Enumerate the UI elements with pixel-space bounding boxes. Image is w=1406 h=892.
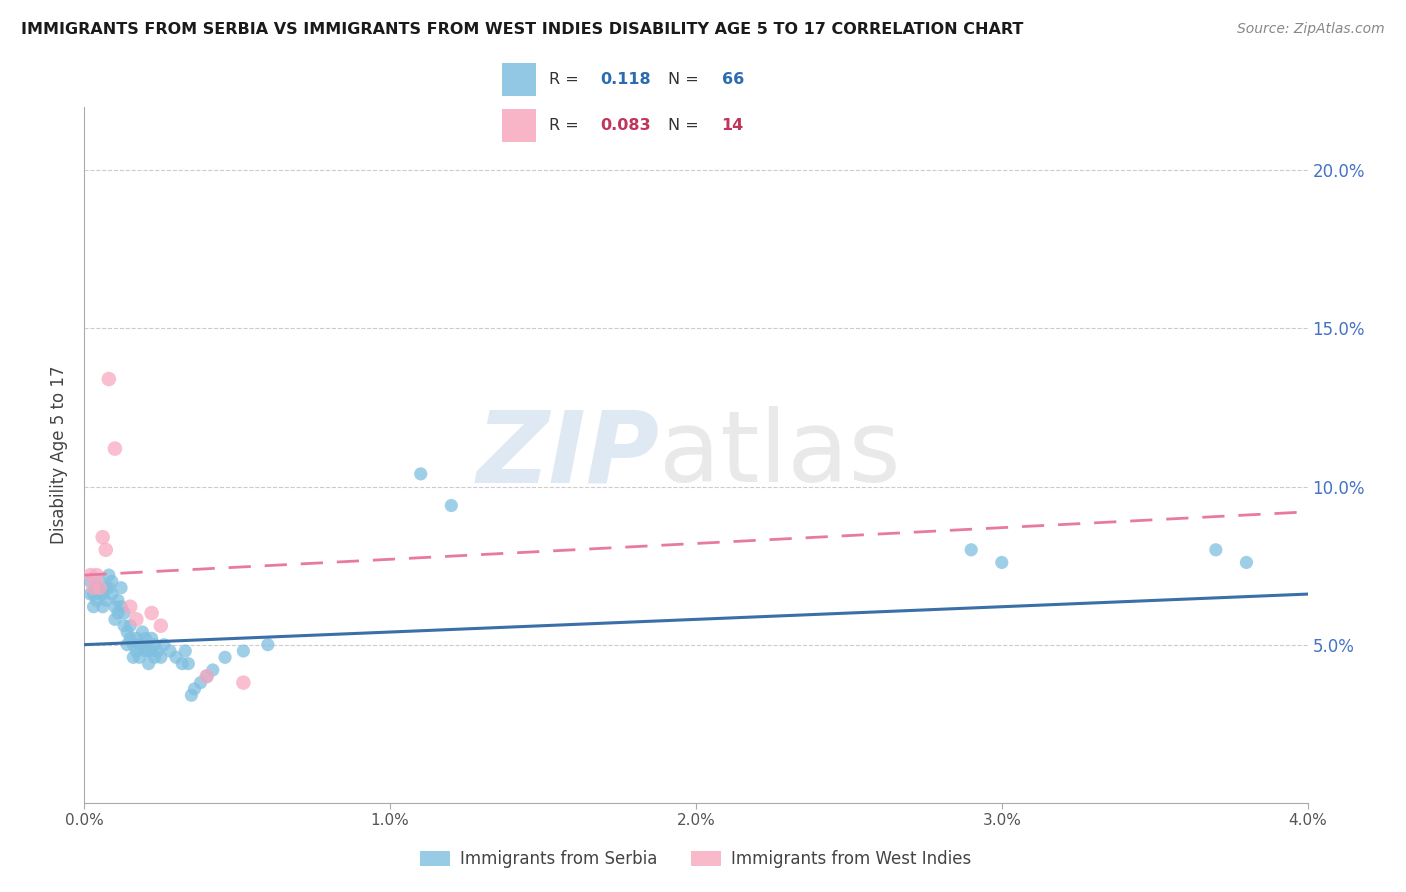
Point <box>143 650 166 665</box>
Point <box>83 599 105 614</box>
Point <box>89 581 111 595</box>
Text: IMMIGRANTS FROM SERBIA VS IMMIGRANTS FROM WEST INDIES DISABILITY AGE 5 TO 17 COR: IMMIGRANTS FROM SERBIA VS IMMIGRANTS FRO… <box>21 22 1024 37</box>
Point <box>232 675 254 690</box>
Point <box>83 581 105 595</box>
Text: 14: 14 <box>721 118 744 133</box>
Point <box>107 593 129 607</box>
Point <box>120 599 142 614</box>
Point <box>149 618 172 632</box>
Point <box>79 574 101 589</box>
Text: 0.083: 0.083 <box>600 118 651 133</box>
Point <box>141 644 163 658</box>
Text: atlas: atlas <box>659 407 901 503</box>
Point <box>115 625 138 640</box>
Point <box>146 644 169 658</box>
Bar <box>502 110 536 142</box>
Point <box>1205 542 1227 557</box>
Point <box>149 650 172 665</box>
Point <box>89 587 111 601</box>
Point <box>201 663 224 677</box>
Point <box>79 568 101 582</box>
Text: 66: 66 <box>721 71 744 87</box>
Point <box>94 581 117 595</box>
Point <box>177 657 200 671</box>
Point <box>135 644 157 658</box>
Point <box>214 650 236 665</box>
Point <box>159 644 181 658</box>
Point <box>128 638 150 652</box>
Point <box>91 530 114 544</box>
Point <box>180 688 202 702</box>
Point <box>97 568 120 582</box>
Point <box>107 606 129 620</box>
Point <box>83 587 105 601</box>
Point <box>138 657 160 671</box>
Point <box>409 467 432 481</box>
Point <box>174 644 197 658</box>
Point <box>165 650 187 665</box>
Point <box>125 644 148 658</box>
Point <box>79 587 101 601</box>
Text: ZIP: ZIP <box>477 407 659 503</box>
Point <box>1236 556 1258 570</box>
Point <box>141 606 163 620</box>
Text: R =: R = <box>550 71 585 87</box>
Point <box>97 372 120 386</box>
Point <box>110 581 132 595</box>
Point <box>91 599 114 614</box>
Text: Source: ZipAtlas.com: Source: ZipAtlas.com <box>1237 22 1385 37</box>
Point <box>232 644 254 658</box>
Point <box>112 606 135 620</box>
Bar <box>502 63 536 95</box>
Point <box>91 587 114 601</box>
Text: R =: R = <box>550 118 585 133</box>
Point <box>120 618 142 632</box>
Point <box>115 638 138 652</box>
Y-axis label: Disability Age 5 to 17: Disability Age 5 to 17 <box>51 366 69 544</box>
Point <box>110 599 132 614</box>
Text: 0.118: 0.118 <box>600 71 651 87</box>
Point <box>128 650 150 665</box>
Point <box>991 556 1014 570</box>
Point <box>195 669 218 683</box>
Point <box>153 638 176 652</box>
Point <box>94 542 117 557</box>
Point <box>86 581 108 595</box>
Text: N =: N = <box>668 118 699 133</box>
Point <box>172 657 194 671</box>
Point <box>135 632 157 646</box>
Point <box>120 632 142 646</box>
Point <box>101 587 124 601</box>
Point <box>190 675 212 690</box>
Point <box>97 581 120 595</box>
Text: N =: N = <box>668 71 699 87</box>
Point <box>138 644 160 658</box>
Point <box>122 650 145 665</box>
Point <box>131 625 153 640</box>
Point <box>183 681 205 696</box>
Point <box>960 542 983 557</box>
Point <box>101 574 124 589</box>
Point <box>86 568 108 582</box>
Point <box>122 638 145 652</box>
Point <box>104 599 127 614</box>
Legend: Immigrants from Serbia, Immigrants from West Indies: Immigrants from Serbia, Immigrants from … <box>413 843 979 874</box>
Point <box>195 669 218 683</box>
Point <box>104 442 127 456</box>
Point <box>86 593 108 607</box>
Point <box>440 499 463 513</box>
Point <box>89 574 111 589</box>
Point <box>125 612 148 626</box>
Point <box>143 638 166 652</box>
Point <box>131 638 153 652</box>
Point <box>104 612 127 626</box>
Point <box>94 593 117 607</box>
Point <box>141 632 163 646</box>
Point <box>257 638 280 652</box>
Point <box>112 618 135 632</box>
Point <box>125 632 148 646</box>
